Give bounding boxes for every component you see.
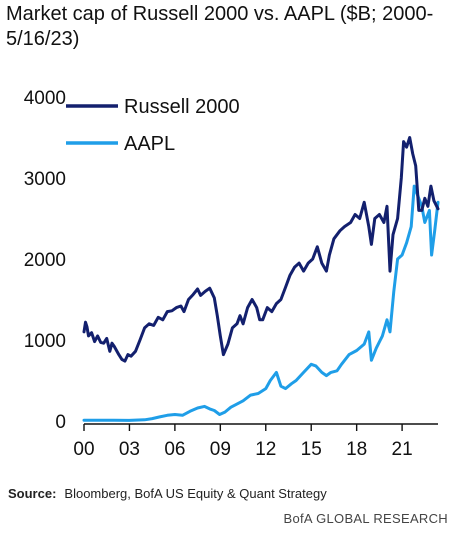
- brand-label: BofA GLOBAL RESEARCH: [283, 511, 448, 526]
- x-tick-label: 06: [164, 439, 185, 460]
- x-tick-label: 03: [119, 439, 140, 460]
- y-tick-label: 0: [55, 412, 66, 433]
- x-tick-label: 15: [301, 439, 322, 460]
- source-note: Source: Bloomberg, BofA US Equity & Quant…: [8, 486, 327, 501]
- x-tick-label: 00: [73, 439, 94, 460]
- x-tick-label: 21: [392, 439, 413, 460]
- series-line-aapl: [82, 184, 440, 422]
- legend-label-russell-2000: Russell 2000: [124, 96, 240, 118]
- y-tick-label: 3000: [24, 169, 66, 190]
- y-tick-label: 4000: [24, 88, 66, 109]
- x-tick-label: 12: [255, 439, 276, 460]
- legend: Russell 2000 AAPL: [66, 96, 240, 155]
- chart-title: Market cap of Russell 2000 vs. AAPL ($B;…: [6, 3, 434, 50]
- series-line-russell-2000: [82, 136, 440, 363]
- legend-label-aapl: AAPL: [124, 133, 175, 155]
- series-lines: [82, 136, 440, 422]
- source-text: Bloomberg, BofA US Equity & Quant Strate…: [64, 486, 327, 501]
- y-tick-label: 2000: [24, 250, 66, 271]
- x-tick-label: 09: [210, 439, 231, 460]
- y-tick-label: 1000: [24, 331, 66, 352]
- x-tick-label: 18: [346, 439, 367, 460]
- y-axis-ticks: 0 1000 2000 3000 4000: [24, 88, 66, 433]
- x-axis-ticks: 00 03 06 09 12 15 18 21: [73, 424, 413, 460]
- source-label: Source:: [8, 486, 57, 501]
- line-chart: 0 1000 2000 3000 4000 00 03 06 09 12 15 18 21 Russe…: [24, 88, 440, 460]
